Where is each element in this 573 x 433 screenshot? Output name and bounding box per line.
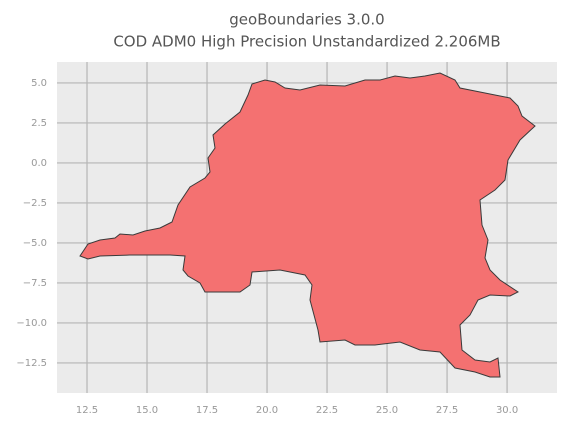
chart-subtitle: COD ADM0 High Precision Unstandardized 2… [113,33,500,51]
x-tick-label: 27.5 [436,405,458,416]
y-tick-label: 2.5 [31,118,47,129]
y-tick-label: 5.0 [31,78,47,89]
x-tick-label: 22.5 [316,405,338,416]
x-tick-label: 12.5 [76,405,98,416]
x-tick-label: 20.0 [256,405,278,416]
y-tick-label: −10.0 [16,318,47,329]
y-tick-label: −7.5 [23,278,47,289]
y-tick-label: 0.0 [31,158,47,169]
x-tick-label: 25.0 [376,405,398,416]
x-tick-label: 30.0 [496,405,518,416]
y-tick-label: −2.5 [23,198,47,209]
country-boundary [79,72,536,378]
chart-title: geoBoundaries 3.0.0 [229,11,384,29]
y-tick-label: −12.5 [16,358,47,369]
x-tick-label: 17.5 [196,405,218,416]
y-tick-label: −5.0 [23,238,47,249]
x-tick-label: 15.0 [136,405,158,416]
